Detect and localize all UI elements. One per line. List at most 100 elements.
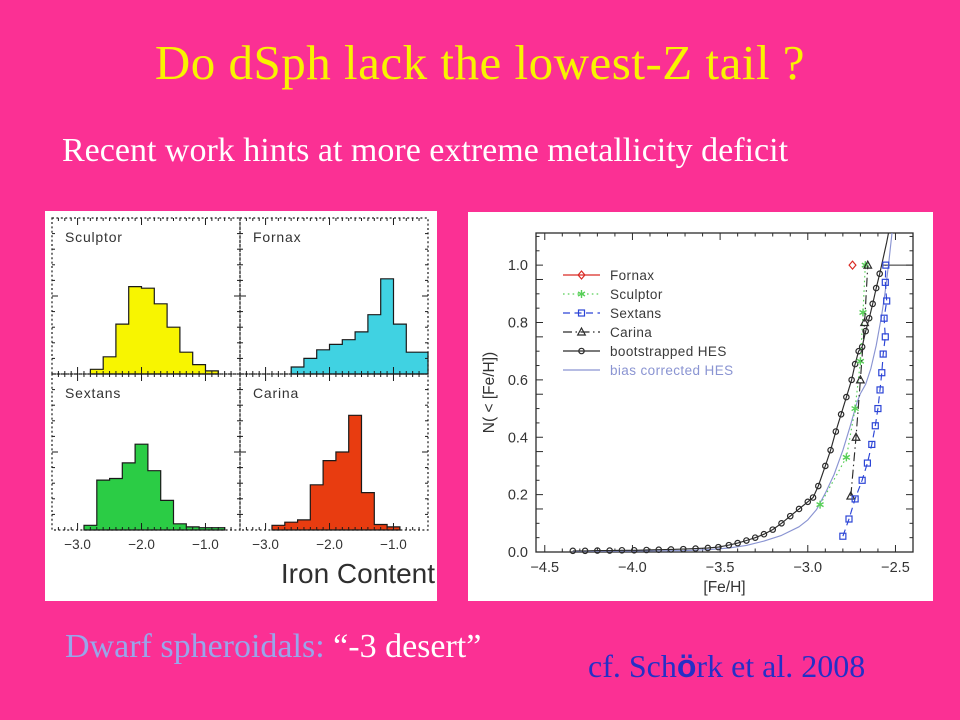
y-tick-label: 0.2 bbox=[508, 488, 528, 504]
circle-marker bbox=[692, 545, 699, 552]
series-sextans bbox=[839, 261, 891, 540]
footer-note-quote: “-3 desert” bbox=[324, 628, 482, 665]
circle-marker bbox=[594, 547, 601, 554]
triangle-marker bbox=[576, 326, 587, 336]
square-marker bbox=[845, 515, 853, 523]
circle-marker bbox=[837, 411, 845, 418]
y-tick-label: 0.4 bbox=[508, 430, 528, 446]
legend-label: Sextans bbox=[610, 306, 662, 321]
circle-marker bbox=[804, 498, 812, 506]
triangle-marker bbox=[862, 259, 873, 269]
circle-marker bbox=[809, 494, 817, 501]
circle-marker bbox=[848, 376, 855, 384]
circle-marker bbox=[760, 530, 768, 538]
legend-label: bootstrapped HES bbox=[610, 344, 727, 359]
y-axis-title: N( < [Fe/H]) bbox=[481, 352, 498, 433]
panel-label: Sextans bbox=[65, 385, 121, 401]
citation-o: ö bbox=[676, 648, 697, 684]
circle-marker bbox=[667, 546, 675, 553]
carina-histogram-panel: Carina −3.0 −2.0 −1.0 bbox=[239, 373, 429, 552]
asterisk-marker bbox=[577, 291, 586, 297]
circle-marker bbox=[569, 547, 577, 555]
diamond-marker bbox=[577, 270, 586, 280]
square-marker bbox=[858, 476, 866, 484]
circle-marker bbox=[734, 539, 741, 547]
legend-item: Sextans bbox=[563, 306, 662, 321]
circle-marker bbox=[827, 446, 834, 454]
circle-marker bbox=[862, 327, 869, 335]
legend-item: bias corrected HES bbox=[563, 363, 734, 378]
square-marker bbox=[881, 333, 889, 341]
legend: Fornax Sculptor Sextans Carina bootstrapped … bbox=[563, 268, 734, 378]
square-marker bbox=[879, 350, 887, 358]
circle-marker bbox=[606, 547, 613, 554]
square-marker bbox=[871, 422, 879, 430]
asterisk-marker bbox=[851, 405, 859, 412]
circle-marker bbox=[795, 505, 803, 513]
series-sculptor bbox=[816, 261, 870, 509]
citation-suffix: rk et al. 2008 bbox=[696, 648, 866, 684]
fornax-histogram-panel: Fornax bbox=[239, 217, 429, 375]
slide-title: Do dSph lack the lowest-Z tail ? bbox=[154, 35, 806, 90]
y-tick-label: 0.8 bbox=[508, 316, 528, 332]
x-tick-label: −2.0 bbox=[316, 537, 343, 552]
panel-label: Fornax bbox=[253, 229, 301, 245]
legend-label: Fornax bbox=[610, 268, 654, 283]
x-axis-title: [Fe/H] bbox=[703, 579, 745, 596]
asterisk-marker bbox=[859, 309, 867, 316]
y-tick-label: 0.0 bbox=[508, 545, 528, 561]
x-tick-label: −4.5 bbox=[530, 560, 559, 576]
legend-label: Carina bbox=[610, 325, 652, 340]
square-marker bbox=[878, 369, 886, 377]
square-marker bbox=[883, 297, 891, 305]
iron-histogram-figure: Sculptor Fornax Sextans −3.0 −2.0 −1.0 Carina −… bbox=[45, 211, 437, 601]
circle-marker bbox=[832, 428, 840, 435]
series-carina bbox=[845, 259, 873, 500]
sextans-histogram bbox=[83, 443, 226, 531]
panel-label: Carina bbox=[253, 385, 299, 401]
series-line bbox=[850, 265, 869, 497]
circle-marker bbox=[769, 526, 777, 533]
x-tick-label: −3.0 bbox=[252, 537, 279, 552]
fornax-histogram bbox=[290, 278, 429, 375]
y-tick-label: 1.0 bbox=[508, 258, 528, 274]
square-marker bbox=[863, 459, 872, 467]
circle-marker bbox=[743, 537, 750, 544]
asterisk-marker bbox=[842, 454, 851, 460]
circle-marker bbox=[869, 300, 876, 308]
carina-histogram bbox=[271, 414, 401, 531]
square-marker bbox=[868, 440, 876, 449]
legend-label: Sculptor bbox=[610, 287, 663, 302]
circle-marker bbox=[778, 520, 785, 527]
x-tick-label: −2.0 bbox=[128, 537, 155, 552]
circle-marker bbox=[643, 546, 650, 554]
footer-note-term: Dwarf spheroidals: bbox=[65, 628, 325, 665]
asterisk-marker bbox=[856, 358, 865, 364]
cumulative-distribution-figure: −4.5 −4.0 −3.5 −3.0 −2.5 0.0 0.2 0.4 0.6 0.8 1.0 [F… bbox=[468, 212, 933, 601]
series-line bbox=[572, 232, 893, 552]
square-marker bbox=[839, 532, 847, 540]
x-tick-label: −3.0 bbox=[793, 560, 822, 576]
citation-prefix: cf. Sch bbox=[588, 648, 677, 684]
iron-histogram-chart: Sculptor Fornax Sextans −3.0 −2.0 −1.0 Carina −… bbox=[51, 217, 435, 589]
circle-marker bbox=[843, 393, 850, 401]
square-marker bbox=[876, 386, 884, 394]
circle-marker bbox=[872, 284, 880, 292]
slide-subtitle: Recent work hints at more extreme metall… bbox=[62, 132, 789, 169]
triangle-marker bbox=[851, 431, 861, 441]
triangle-marker bbox=[859, 317, 870, 327]
citation: cf. Schörk et al. 2008 bbox=[588, 648, 865, 685]
square-marker bbox=[880, 314, 888, 322]
circle-marker bbox=[815, 482, 822, 490]
circle-marker bbox=[655, 546, 663, 554]
series-bias-corrected-hes bbox=[572, 232, 893, 552]
circle-marker bbox=[725, 541, 733, 549]
x-tick-label: −3.0 bbox=[64, 537, 91, 552]
circle-marker bbox=[578, 347, 585, 355]
circle-marker bbox=[715, 543, 722, 551]
square-marker bbox=[851, 495, 859, 503]
x-axis-title: Iron Content bbox=[281, 558, 435, 589]
circle-marker bbox=[704, 544, 712, 552]
legend-label: bias corrected HES bbox=[610, 363, 734, 378]
